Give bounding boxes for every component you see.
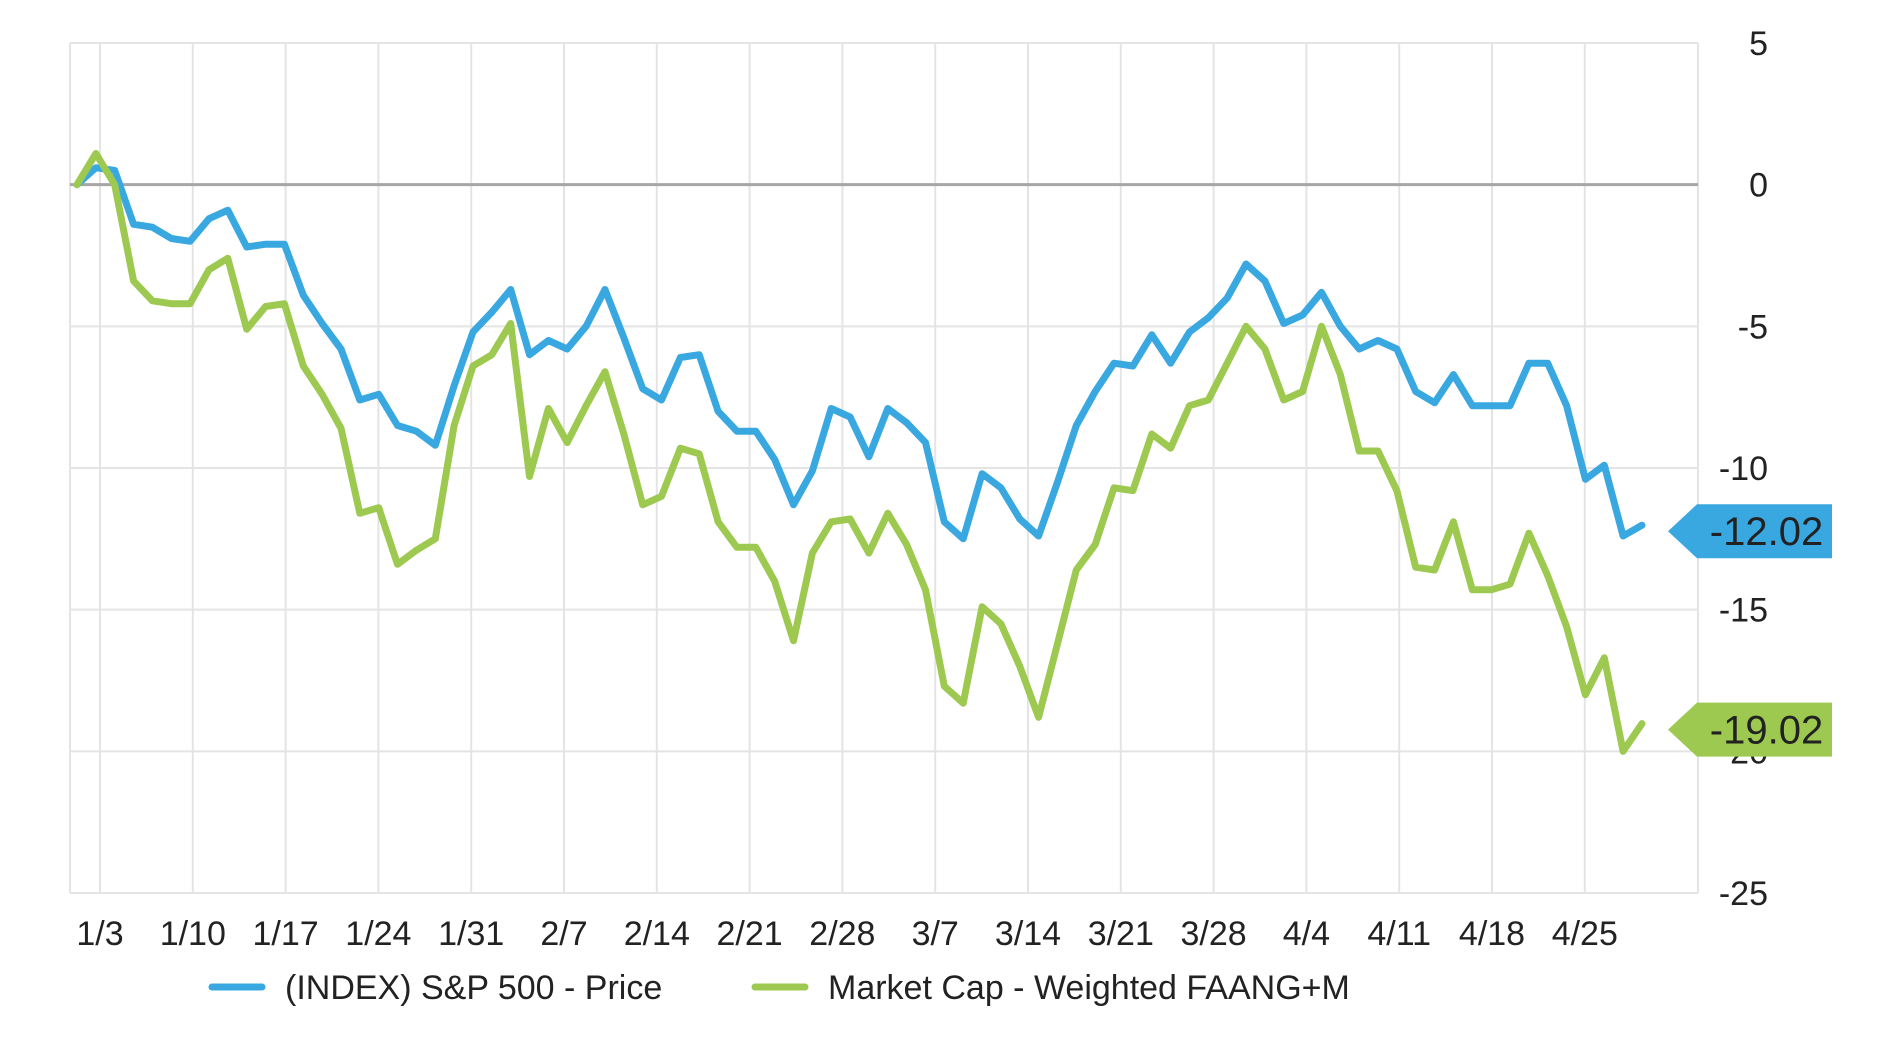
x-tick-label: 1/31 — [438, 915, 504, 953]
y-tick-label: 0 — [1749, 167, 1768, 205]
end-label-badge-2 — [1668, 702, 1832, 757]
end-label-value-2: -19.02 — [1710, 709, 1823, 753]
x-tick-label: 4/18 — [1459, 915, 1525, 953]
x-axis-tick-labels: 1/3 1/10 1/17 1/24 1/31 2/7 2/14 2/21 2/28 3/7 3/1… — [76, 915, 1618, 953]
end-label-badge-1 — [1668, 504, 1832, 559]
x-tick-label: 2/7 — [540, 915, 587, 953]
x-tick-label: 2/14 — [624, 915, 690, 953]
x-tick-label: 2/21 — [717, 915, 783, 953]
x-tick-label: 3/7 — [912, 915, 959, 953]
series-lines — [73, 150, 1646, 755]
x-tick-label: 3/21 — [1088, 915, 1154, 953]
x-tick-label: 2/28 — [809, 915, 875, 953]
x-tick-label: 4/25 — [1552, 915, 1618, 953]
y-tick-label: -25 — [1719, 875, 1768, 913]
y-tick-label: 5 — [1749, 25, 1768, 63]
y-tick-label: -5 — [1738, 308, 1768, 346]
grid-lines — [69, 42, 1699, 894]
x-tick-label: 1/17 — [253, 915, 319, 953]
series-line-2 — [73, 150, 1646, 755]
y-tick-label: -10 — [1719, 450, 1768, 488]
x-tick-label: 4/11 — [1367, 915, 1431, 953]
end-value-labels: -12.02 -19.02 — [1668, 504, 1832, 757]
x-tick-label: 3/14 — [995, 915, 1061, 953]
end-label-value-1: -12.02 — [1710, 510, 1823, 554]
x-tick-label: 4/4 — [1283, 915, 1330, 953]
y-tick-label: -15 — [1719, 592, 1768, 630]
y-axis-tick-labels: 50-5-10-15-20-25 — [1719, 25, 1768, 913]
series-line-1 — [73, 164, 1646, 543]
legend-label-2: Market Cap - Weighted FAANG+M — [828, 969, 1350, 1007]
x-tick-label: 3/28 — [1181, 915, 1247, 953]
legend-label-1: (INDEX) S&P 500 - Price — [285, 969, 662, 1007]
x-tick-label: 1/3 — [76, 915, 123, 953]
x-tick-label: 1/24 — [345, 915, 411, 953]
legend: (INDEX) S&P 500 - Price Market Cap - Weig… — [208, 969, 1350, 1007]
x-tick-label: 1/10 — [160, 915, 226, 953]
